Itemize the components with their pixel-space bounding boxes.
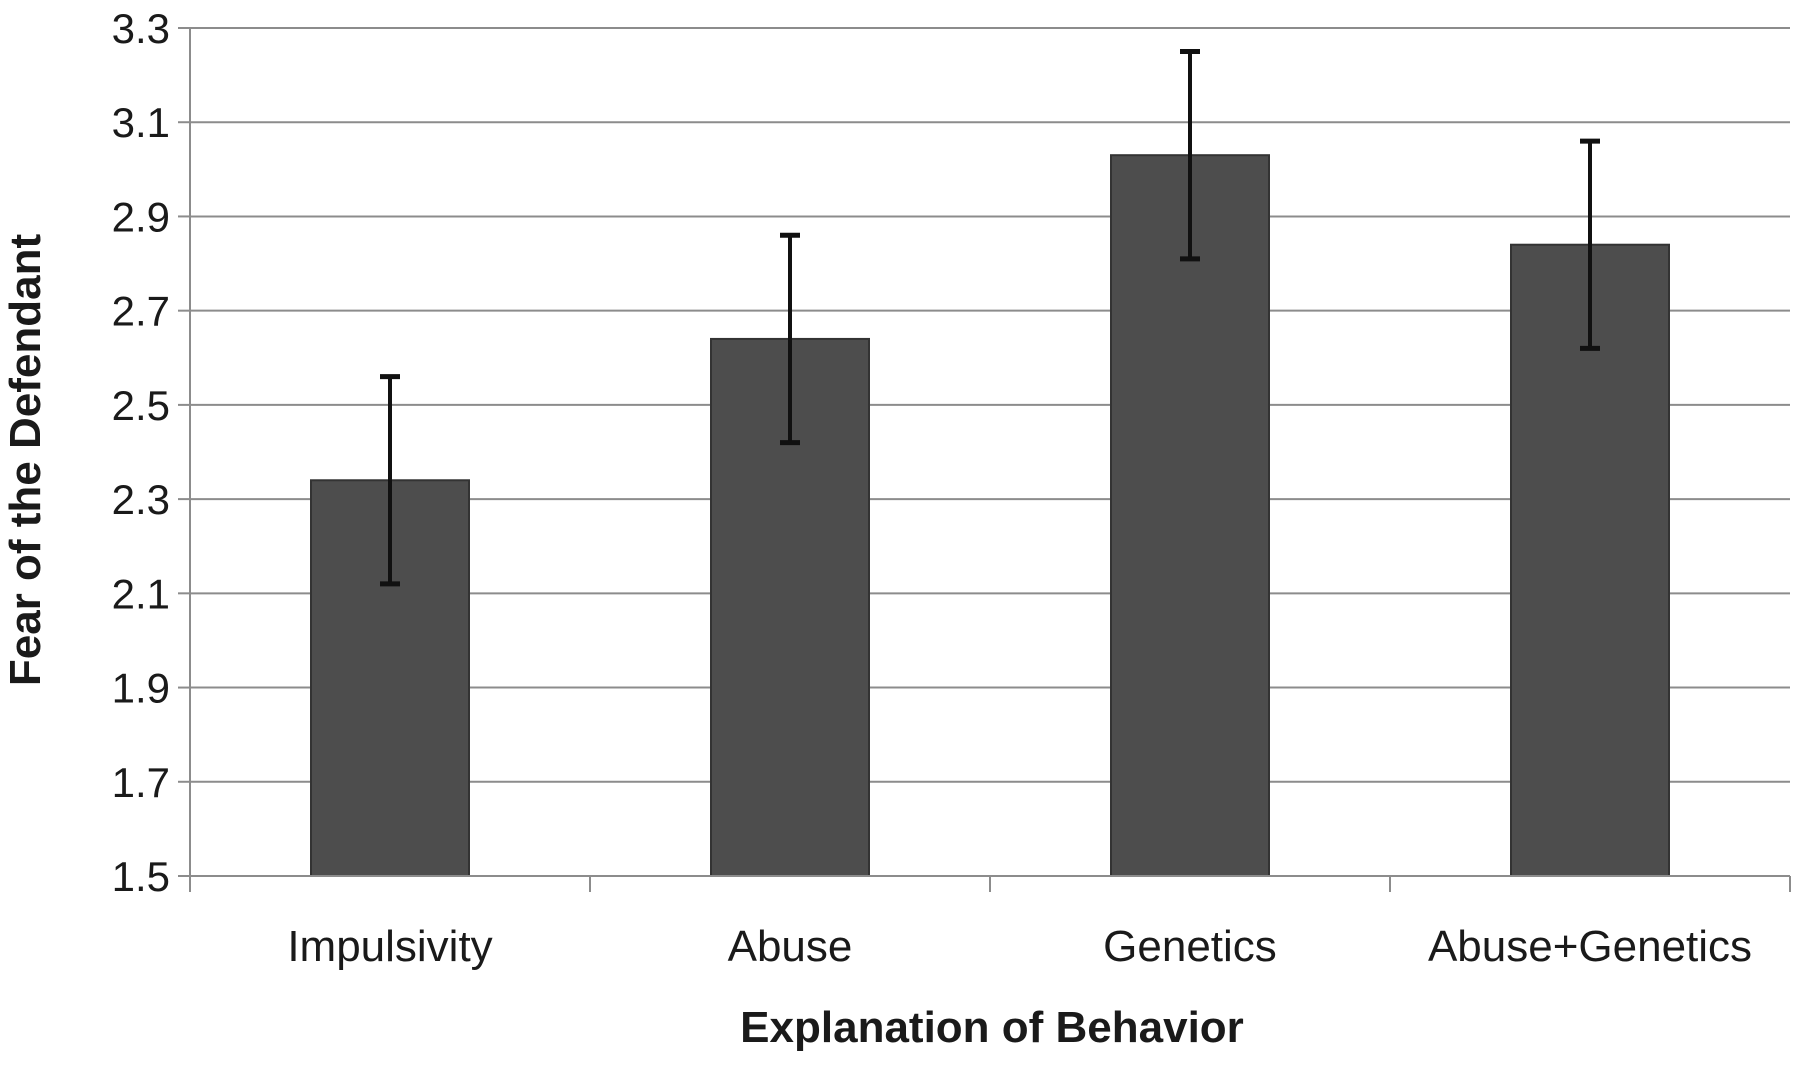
x-category-label: Genetics	[1103, 922, 1277, 971]
bars	[310, 154, 1670, 877]
y-tick-label: 2.5	[112, 382, 170, 429]
y-tick-label: 2.3	[112, 476, 170, 523]
y-tick-label: 2.1	[112, 570, 170, 617]
x-category-label: Abuse	[728, 922, 853, 971]
labels: 1.5 1.7 1.9 2.1 2.3 2.5 2.7 2.9 3.1 3.3 Impulsivit…	[112, 5, 1752, 971]
y-tick-label: 2.9	[112, 193, 170, 240]
axes	[178, 27, 1791, 892]
y-tick-label: 3.1	[112, 99, 170, 146]
y-tick-label: 2.7	[112, 288, 170, 335]
x-category-label: Impulsivity	[287, 922, 492, 971]
y-tick-label: 3.3	[112, 5, 170, 52]
bar-genetics	[1110, 154, 1270, 877]
y-axis-title: Fear of the Defendant	[1, 234, 50, 687]
y-tick-label: 1.9	[112, 665, 170, 712]
y-tick-label: 1.7	[112, 759, 170, 806]
error-bars	[380, 49, 1600, 587]
y-tick-label: 1.5	[112, 853, 170, 900]
x-category-label: Abuse+Genetics	[1428, 922, 1752, 971]
x-axis-title: Explanation of Behavior	[740, 1003, 1244, 1052]
